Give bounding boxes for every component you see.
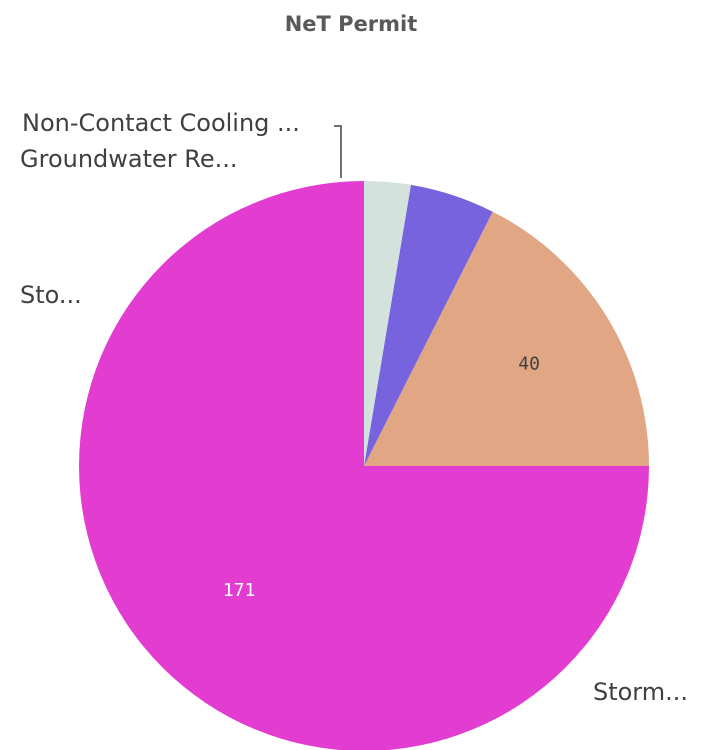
pie-slice[interactable]	[364, 184, 493, 466]
slice-category-label: Sto...	[20, 281, 82, 309]
leader-line	[334, 125, 342, 178]
outer-labels: Storm... Sto... Groundwater Re... Non-Conta…	[20, 109, 688, 706]
pie-slice[interactable]	[364, 211, 649, 466]
slice-value-label: 40	[518, 354, 540, 375]
leader-lines	[334, 125, 342, 178]
slice-category-label: Groundwater Re...	[20, 145, 238, 173]
value-labels: 171 40	[223, 354, 540, 601]
slice-category-label: Non-Contact Cooling ...	[22, 109, 300, 137]
pie-slices	[79, 181, 649, 750]
slice-category-label: Storm...	[593, 678, 688, 706]
chart-title: NeT Permit	[284, 12, 418, 36]
slice-value-label: 171	[223, 580, 256, 601]
pie-slice[interactable]	[364, 181, 411, 466]
